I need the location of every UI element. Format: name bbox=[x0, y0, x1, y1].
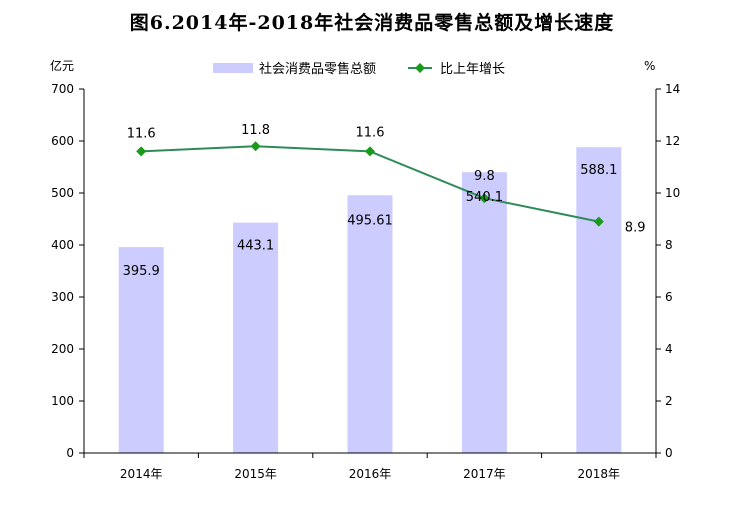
growth-label-2: 11.6 bbox=[356, 125, 385, 140]
bar-label-0: 395.9 bbox=[123, 264, 160, 279]
bar-1 bbox=[233, 222, 279, 453]
legend-bar-swatch bbox=[213, 63, 253, 73]
x-tick-label-2: 2016年 bbox=[349, 467, 392, 481]
bar-label-1: 443.1 bbox=[237, 239, 274, 254]
left-axis-unit: 亿元 bbox=[50, 58, 74, 73]
bar-0 bbox=[118, 247, 164, 453]
bar-label-2: 495.61 bbox=[347, 213, 393, 228]
legend-bar-label: 社会消费品零售总额 bbox=[259, 61, 376, 77]
bar-3 bbox=[461, 172, 507, 453]
growth-marker-2 bbox=[365, 146, 375, 157]
left-tick-label-1: 100 bbox=[51, 394, 74, 408]
chart-title: 图6.2014年-2018年社会消费品零售总额及增长速度 bbox=[129, 12, 615, 34]
right-tick-label-4: 8 bbox=[665, 238, 673, 252]
bar-label-3: 540.1 bbox=[466, 190, 503, 205]
x-tick-label-0: 2014年 bbox=[120, 467, 163, 481]
right-tick-label-2: 4 bbox=[665, 342, 673, 356]
right-tick-label-5: 10 bbox=[665, 186, 680, 200]
bar-2 bbox=[347, 195, 393, 453]
right-tick-label-6: 12 bbox=[665, 134, 680, 148]
left-tick-label-4: 400 bbox=[51, 238, 74, 252]
right-axis-unit: % bbox=[644, 59, 655, 73]
right-tick-label-1: 2 bbox=[665, 394, 673, 408]
growth-label-4: 8.9 bbox=[625, 221, 646, 236]
left-tick-label-5: 500 bbox=[51, 186, 74, 200]
growth-marker-3 bbox=[479, 193, 490, 204]
growth-marker-0 bbox=[136, 146, 147, 157]
x-tick-label-3: 2017年 bbox=[463, 467, 506, 481]
growth-label-3: 9.8 bbox=[474, 169, 495, 184]
right-tick-label-3: 6 bbox=[665, 290, 673, 304]
legend-line-marker bbox=[415, 63, 425, 73]
left-tick-label-6: 600 bbox=[51, 134, 74, 148]
x-tick-label-1: 2015年 bbox=[234, 467, 277, 481]
left-tick-label-7: 700 bbox=[51, 82, 74, 96]
left-tick-label-0: 0 bbox=[66, 446, 74, 460]
bar-label-4: 588.1 bbox=[580, 163, 617, 178]
x-tick-label-4: 2018年 bbox=[578, 467, 621, 481]
bar-4 bbox=[576, 147, 622, 454]
growth-label-1: 11.8 bbox=[241, 123, 270, 138]
left-tick-label-2: 200 bbox=[51, 342, 74, 356]
legend-line-label: 比上年增长 bbox=[440, 62, 505, 77]
left-tick-label-3: 300 bbox=[51, 290, 74, 304]
growth-label-0: 11.6 bbox=[127, 126, 156, 141]
growth-marker-4 bbox=[593, 216, 604, 227]
growth-marker-1 bbox=[250, 141, 261, 152]
right-tick-label-0: 0 bbox=[665, 446, 673, 460]
right-tick-label-7: 14 bbox=[665, 82, 680, 96]
